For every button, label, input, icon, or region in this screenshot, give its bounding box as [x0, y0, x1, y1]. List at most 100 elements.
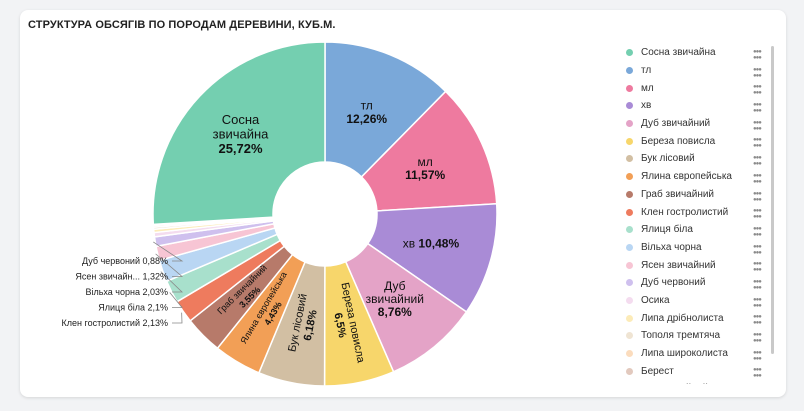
legend-item[interactable]: Береза повисла ●●● ●●●	[626, 132, 776, 150]
legend-item[interactable]: Ясен звичайний ●●● ●●●	[626, 256, 776, 274]
legend-item-label: Бук звичайний	[641, 383, 708, 384]
legend-item[interactable]: тл ●●● ●●●	[626, 62, 776, 80]
legend-item-label: Бук лісовий	[641, 153, 695, 165]
more-dots-icon[interactable]: ●●● ●●●	[753, 119, 762, 132]
legend-item[interactable]: Липа дрібнолиста ●●● ●●●	[626, 309, 776, 327]
more-dots-icon[interactable]: ●●● ●●●	[753, 102, 762, 115]
leader-line-ясен-звичайний	[155, 253, 184, 277]
legend-item[interactable]: Дуб червоний ●●● ●●●	[626, 274, 776, 292]
legend-item-label: хв	[641, 100, 652, 112]
slice-сосна-звичайна[interactable]	[152, 41, 326, 226]
slice-тл[interactable]	[324, 41, 447, 179]
legend-item-label: Липа широколиста	[641, 348, 728, 360]
legend-item[interactable]: Тополя тремтяча ●●● ●●●	[626, 327, 776, 345]
more-dots-icon[interactable]: ●●● ●●●	[753, 278, 762, 291]
legend-item-label: Граб звичайний	[641, 188, 715, 200]
legend-swatch-icon	[626, 350, 633, 358]
legend-swatch-icon	[626, 137, 633, 145]
legend-swatch-icon	[626, 120, 633, 128]
legend-item[interactable]: Сосна звичайна ●●● ●●●	[626, 44, 776, 62]
legend-swatch-icon	[626, 190, 633, 198]
legend-item[interactable]: Осика ●●● ●●●	[626, 292, 776, 310]
legend-swatch-icon	[626, 84, 633, 92]
more-dots-icon[interactable]: ●●● ●●●	[753, 332, 762, 344]
legend-item[interactable]: Дуб звичайний ●●● ●●●	[626, 115, 776, 133]
data-label-сосна-звичайна-name-1: звичайна	[213, 126, 270, 141]
data-label-сосна-звичайна-value: 25,72%	[218, 141, 263, 156]
more-dots-icon[interactable]: ●●● ●●●	[753, 261, 762, 274]
legend-swatch-icon	[626, 49, 633, 57]
legend-item[interactable]: Ялиця біла ●●● ●●●	[626, 221, 776, 239]
legend-item-label: Дуб звичайний	[641, 118, 711, 130]
legend-scrollbar[interactable]	[771, 46, 774, 354]
data-label-мл-value: 11,57%	[405, 168, 445, 182]
outside-label-дуб-червоний: Дуб червоний 0,88%	[82, 256, 168, 266]
legend-swatch-icon	[626, 208, 633, 216]
data-label-дуб-звичайний-name-1: звичайний	[366, 292, 424, 306]
legend-item-label: Ялиця біла	[641, 224, 693, 236]
more-dots-icon[interactable]: ●●● ●●●	[753, 243, 762, 256]
leader-line-ялиця-біла	[169, 292, 183, 308]
legend-swatch-icon	[626, 296, 633, 304]
legend-swatch-icon	[626, 279, 633, 287]
more-dots-icon[interactable]: ●●● ●●●	[753, 49, 762, 61]
legend-swatch-icon	[626, 173, 633, 181]
legend-item-label: Дуб червоний	[641, 277, 706, 289]
data-label-тл-name: тл	[361, 99, 373, 113]
legend-swatch-icon	[626, 314, 633, 322]
more-dots-icon[interactable]: ●●● ●●●	[753, 84, 762, 97]
leader-line-дуб-червоний	[153, 241, 184, 262]
data-label-дуб-звичайний-name: Дуб	[384, 279, 406, 293]
legend-item[interactable]: мл ●●● ●●●	[626, 79, 776, 97]
legend-item[interactable]: Клен гостролистий ●●● ●●●	[626, 203, 776, 221]
leader-line-клен-гостролистий	[172, 312, 183, 324]
more-dots-icon[interactable]: ●●● ●●●	[753, 225, 762, 238]
more-dots-icon[interactable]: ●●● ●●●	[753, 190, 762, 203]
legend-swatch-icon	[626, 226, 633, 234]
legend-item-label: Липа дрібнолиста	[641, 312, 724, 324]
legend-item-label: Береза повисла	[641, 135, 716, 147]
data-label-тл-value: 12,26%	[346, 112, 387, 126]
outside-label-ялиця-біла: Ялиця біла 2,1%	[98, 303, 168, 313]
data-label-дуб-звичайний-value: 8,76%	[378, 305, 412, 319]
more-dots-icon[interactable]: ●●● ●●●	[753, 367, 762, 380]
legend-item-label: Вільха чорна	[641, 241, 702, 253]
outside-label-ясен-звичайний: Ясен звичайн... 1,32%	[75, 272, 168, 282]
legend-swatch-icon	[626, 243, 633, 251]
outside-label-клен-гостролистий: Клен гостролистий 2,13%	[62, 318, 168, 328]
legend-item[interactable]: Берест ●●● ●●●	[626, 362, 776, 380]
legend-swatch-icon	[626, 67, 633, 75]
more-dots-icon[interactable]: ●●● ●●●	[753, 66, 762, 79]
more-dots-icon[interactable]: ●●● ●●●	[753, 137, 762, 150]
legend-item-label: Ялина європейська	[641, 171, 732, 183]
legend-item[interactable]: Липа широколиста ●●● ●●●	[626, 345, 776, 363]
outside-label-вільха-чорна: Вільха чорна 2,03%	[85, 287, 168, 297]
data-label-хв: хв 10,48%	[403, 237, 460, 251]
legend-item[interactable]: хв ●●● ●●●	[626, 97, 776, 115]
legend-item-label: Берест	[641, 365, 674, 377]
legend-item[interactable]: Бук лісовий ●●● ●●●	[626, 150, 776, 168]
legend-item-label: Ясен звичайний	[641, 259, 716, 271]
legend-swatch-icon	[626, 102, 633, 110]
slice-мл[interactable]	[360, 90, 498, 212]
legend-item-label: тл	[641, 65, 652, 77]
leader-line-вільха-чорна	[160, 271, 183, 293]
legend-item[interactable]: Бук звичайний●●●●●●	[626, 380, 776, 384]
chart-legend: Сосна звичайна ●●● ●●● тл ●●● ●●● мл ●●● ●●● хв ●●…	[626, 44, 776, 384]
legend-item[interactable]: Ялина європейська ●●● ●●●	[626, 168, 776, 186]
legend-item[interactable]: Граб звичайний ●●● ●●●	[626, 186, 776, 204]
legend-item-label: Клен гостролистий	[641, 206, 729, 218]
legend-swatch-icon	[626, 261, 633, 269]
legend-item[interactable]: Вільха чорна ●●● ●●●	[626, 239, 776, 257]
more-dots-icon[interactable]: ●●● ●●●	[753, 155, 762, 168]
more-dots-icon[interactable]: ●●● ●●●	[753, 296, 762, 309]
more-dots-icon[interactable]: ●●● ●●●	[753, 349, 762, 362]
slice-хв[interactable]	[366, 203, 498, 313]
more-dots-icon[interactable]: ●●● ●●●	[753, 172, 762, 185]
more-dots-icon[interactable]: ●●● ●●●	[753, 208, 762, 221]
chart-card: СТРУКТУРА ОБСЯГІВ ПО ПОРОДАМ ДЕРЕВИНИ, К…	[20, 10, 786, 397]
data-label-береза-повисла-value: 6,5%	[331, 312, 348, 339]
legend-item-label: Сосна звичайна	[641, 47, 716, 59]
data-label-мл-name: мл	[418, 155, 433, 169]
more-dots-icon[interactable]: ●●● ●●●	[753, 314, 762, 327]
